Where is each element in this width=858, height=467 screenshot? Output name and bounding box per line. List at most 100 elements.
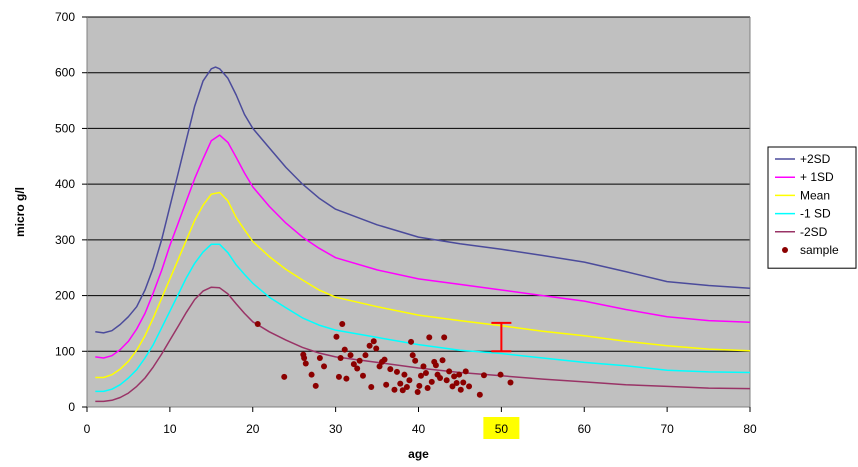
sample-point <box>368 383 375 390</box>
y-tick-label: 700 <box>55 10 75 24</box>
legend: +2SD + 1SD Mean -1 SD -2SD sample <box>767 146 857 269</box>
sample-point <box>370 338 377 345</box>
sample-point <box>308 371 315 378</box>
sample-point <box>339 320 346 327</box>
sample-point <box>409 352 416 359</box>
x-tick-label: 20 <box>246 422 260 436</box>
y-tick-label: 300 <box>55 233 75 247</box>
sample-point <box>437 375 444 382</box>
sample-point <box>476 391 483 398</box>
legend-label: +2SD <box>800 152 831 166</box>
sample-point <box>462 368 469 375</box>
sample-point <box>333 333 340 340</box>
sample-point <box>362 352 369 359</box>
legend-label: -2SD <box>800 225 828 239</box>
legend-label: -1 SD <box>800 207 831 221</box>
sample-point <box>480 372 487 379</box>
x-axis-title: age <box>408 447 429 461</box>
legend-marker <box>782 247 788 253</box>
sample-point <box>460 379 467 386</box>
sample-point <box>507 379 514 386</box>
sample-point <box>376 363 383 370</box>
series-lines <box>95 66 751 403</box>
sample-point <box>383 381 390 388</box>
y-tick-label: 0 <box>68 400 75 414</box>
sample-point <box>347 352 354 359</box>
sample-point <box>399 387 406 394</box>
sample-point <box>335 373 342 380</box>
sample-point <box>497 371 504 378</box>
legend-label: Mean <box>800 188 830 202</box>
sample-point <box>312 382 319 389</box>
sample-point <box>456 371 463 378</box>
sample-point <box>381 356 388 363</box>
x-tick-label: 0 <box>84 422 91 436</box>
legend-box <box>767 146 857 269</box>
x-tick-label: 80 <box>743 422 757 436</box>
series-line-0 <box>95 66 751 334</box>
sample-point <box>449 383 456 390</box>
sample-points <box>254 320 514 398</box>
sample-point <box>354 365 361 372</box>
sample-point <box>356 357 363 364</box>
x-tick-label: 30 <box>329 422 343 436</box>
x-tick-label: 60 <box>578 422 592 436</box>
sample-point <box>343 375 350 382</box>
sample-point <box>446 368 453 375</box>
sample-point <box>397 380 404 387</box>
series-line-4 <box>95 286 751 403</box>
annotations <box>491 321 512 353</box>
sample-point <box>416 382 423 389</box>
sample-point <box>408 338 415 345</box>
legend-label: sample <box>800 243 839 257</box>
sample-point <box>401 371 408 378</box>
sample-point <box>350 361 357 368</box>
sample-point <box>441 334 448 341</box>
sample-point <box>417 372 424 379</box>
x-tick-label: 50 <box>495 422 509 436</box>
x-tick-label: 70 <box>660 422 674 436</box>
sample-point <box>439 357 446 364</box>
sample-point <box>281 373 288 380</box>
y-axis-title: micro g/l <box>13 187 27 237</box>
y-axis-ticks: 0 100 200 300 400 500 600 700 <box>55 10 87 414</box>
sample-point <box>420 363 427 370</box>
sample-point <box>422 370 429 377</box>
sample-point <box>414 388 421 395</box>
sample-point <box>457 386 464 393</box>
series-line-3 <box>95 243 751 393</box>
sample-point <box>432 362 439 369</box>
sample-point <box>453 380 460 387</box>
sample-point <box>393 368 400 375</box>
series-line-2 <box>95 191 751 379</box>
plot-area <box>87 17 750 407</box>
x-tick-label: 10 <box>163 422 177 436</box>
sample-point <box>254 320 261 327</box>
sample-point <box>451 373 458 380</box>
sample-point <box>412 357 419 364</box>
legend-label: + 1SD <box>800 170 834 184</box>
series-line-1 <box>95 134 751 359</box>
sample-point <box>316 354 323 361</box>
gridlines <box>87 16 750 352</box>
sample-point <box>321 363 328 370</box>
sample-point <box>387 366 394 373</box>
sample-point <box>428 378 435 385</box>
sample-point <box>337 354 344 361</box>
sample-point <box>406 377 413 384</box>
x-tick-label: 40 <box>412 422 426 436</box>
sample-point <box>301 354 308 361</box>
y-tick-label: 600 <box>55 66 75 80</box>
sample-point <box>466 383 473 390</box>
y-tick-label: 200 <box>55 289 75 303</box>
sample-point <box>403 383 410 390</box>
sample-point <box>366 342 373 349</box>
y-tick-label: 400 <box>55 177 75 191</box>
sample-point <box>373 345 380 352</box>
x-axis-ticks: 0 10 20 30 40 50 60 70 80 <box>84 407 757 439</box>
sample-point <box>391 386 398 393</box>
sample-point <box>359 372 366 379</box>
x-tick-highlight <box>483 417 520 439</box>
